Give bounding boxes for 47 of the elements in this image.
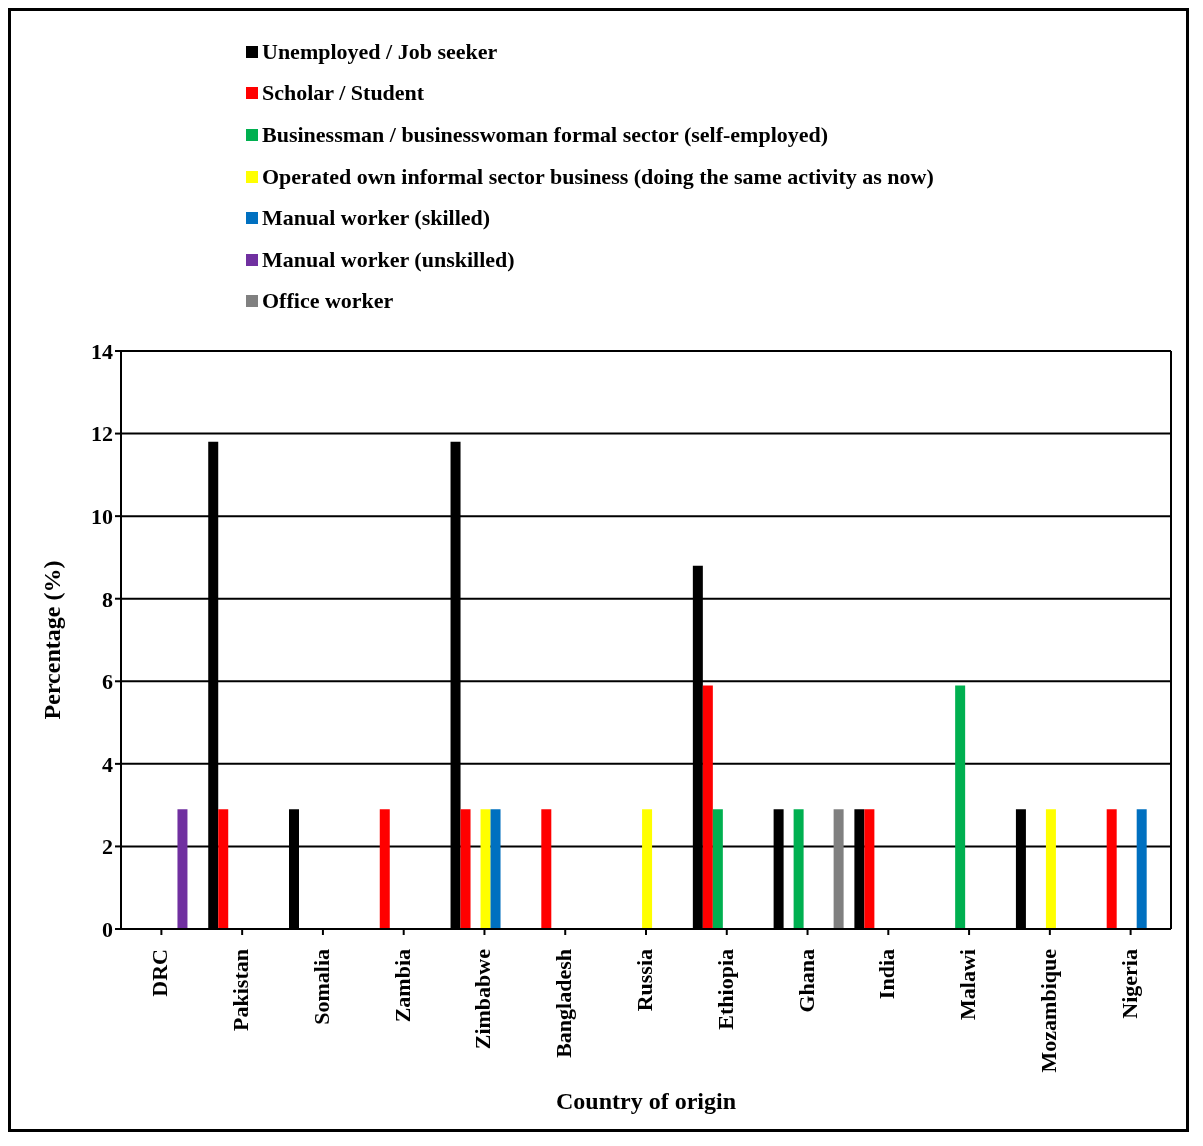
bar	[1045, 809, 1056, 929]
y-tick-label: 8	[102, 586, 113, 612]
x-tick-label: Ethiopia	[712, 949, 738, 1030]
x-tick-label: Pakistan	[228, 949, 254, 1031]
y-tick-label: 14	[91, 338, 113, 364]
x-tick-label: Zambia	[389, 949, 415, 1023]
x-tick-label: Ghana	[793, 949, 819, 1013]
legend-label: Unemployed / Job seeker	[262, 38, 498, 65]
legend-label: Businessman / businesswoman formal sector (self-employed)	[262, 121, 829, 148]
legend-label: Manual worker (unskilled)	[262, 246, 515, 273]
y-axis-title: Percentage (%)	[38, 560, 65, 720]
bar	[177, 809, 188, 929]
y-tick-label: 0	[102, 916, 113, 942]
bar	[460, 809, 471, 929]
x-tick-label: Russia	[632, 949, 657, 1012]
bar	[793, 809, 804, 929]
bar	[642, 809, 653, 929]
legend-label: Manual worker (skilled)	[262, 205, 491, 232]
bar	[379, 809, 390, 929]
legend-label: Operated own informal sector business (doing the same activity as now)	[262, 163, 934, 190]
x-tick-label: Zimbabwe	[470, 948, 496, 1050]
x-axis-title: Country of origin	[556, 1088, 736, 1114]
x-tick-label: Somalia	[308, 949, 334, 1025]
x-tick-label: Nigeria	[1116, 949, 1142, 1019]
x-tick-label: India	[874, 949, 900, 1000]
bar	[1136, 809, 1147, 929]
y-tick-label: 2	[102, 834, 113, 860]
legend-label: Scholar / Student	[262, 80, 425, 107]
bar	[480, 809, 491, 929]
bar	[218, 809, 229, 929]
bar	[833, 809, 844, 929]
x-tick-label: Malawi	[955, 949, 981, 1020]
y-tick-label: 10	[91, 503, 113, 529]
bar	[702, 685, 713, 929]
bar	[541, 809, 552, 929]
bar	[490, 809, 501, 929]
x-tick-label: Mozambique	[1035, 948, 1061, 1073]
x-tick-label: DRC	[147, 949, 173, 997]
bar	[712, 809, 723, 929]
y-tick-label: 6	[102, 669, 113, 695]
x-tick-label: Bangladesh	[551, 949, 577, 1058]
y-tick-label: 12	[91, 421, 113, 447]
y-tick-label: 4	[102, 751, 113, 777]
legend-label: Office worker	[262, 288, 394, 315]
bar	[864, 809, 875, 929]
bar	[1106, 809, 1117, 929]
bar	[955, 685, 966, 929]
